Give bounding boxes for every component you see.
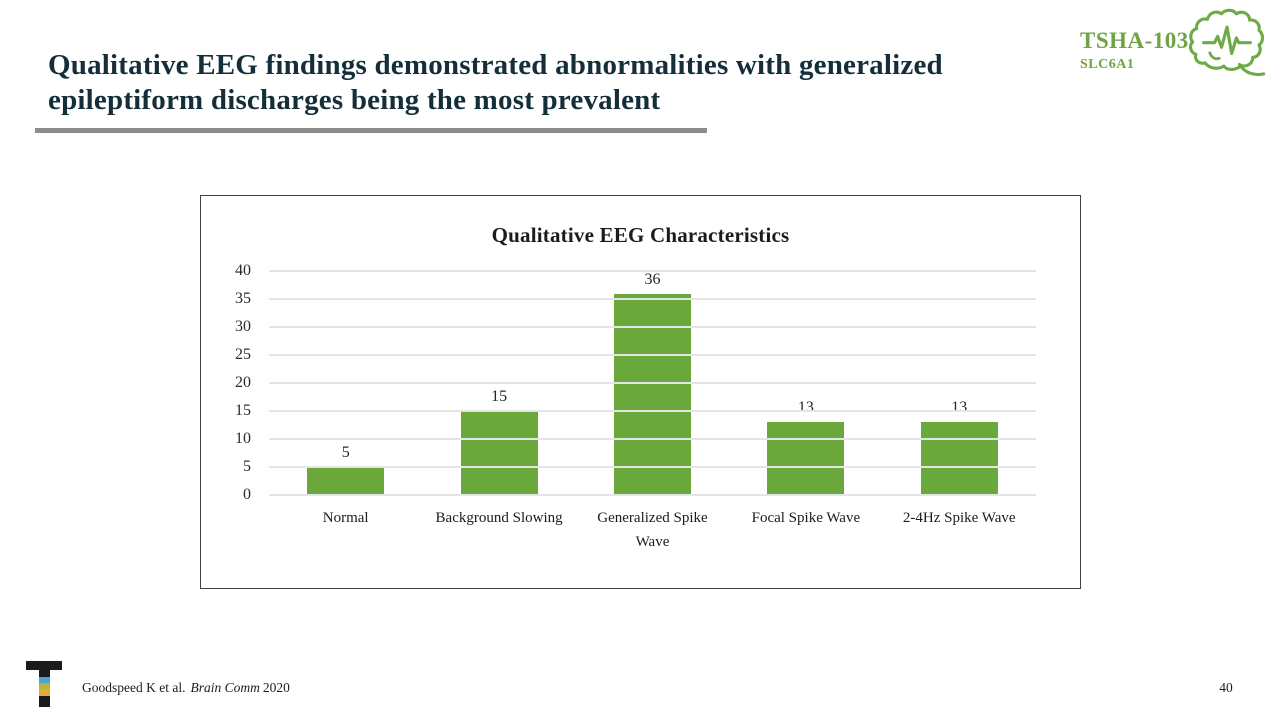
y-tick-label: 35: [235, 290, 251, 307]
bar-group: 13: [729, 271, 882, 495]
gridline: [269, 270, 1036, 272]
bar-value-label: 13: [951, 399, 968, 417]
brain-eeg-logo-icon: [1188, 8, 1266, 82]
y-tick-label: 40: [235, 262, 251, 279]
gridline: [269, 382, 1036, 384]
x-category-label: Normal: [322, 510, 369, 526]
citation-journal: Brain Comm: [190, 680, 260, 695]
y-tick-label: 5: [243, 458, 251, 475]
slide-title-line-1: Qualitative EEG findings demonstrated ab…: [48, 49, 943, 81]
program-code: TSHA-103: [1080, 28, 1189, 53]
x-category-label: Focal Spike Wave: [751, 510, 861, 526]
t-logo: [26, 661, 62, 710]
t-logo-stem: [38, 670, 50, 707]
x-category-label: Background Slowing: [435, 510, 563, 526]
title-underline-rule: [35, 128, 707, 133]
y-tick-label: 0: [243, 486, 251, 503]
bar: [613, 294, 691, 495]
gridline: [269, 410, 1036, 412]
gridline: [269, 466, 1036, 468]
gene-name: SLC6A1: [1080, 57, 1135, 72]
slide-title-line-2: epileptiform discharges being the most p…: [48, 84, 661, 116]
page-number: 40: [1219, 680, 1233, 695]
chart-title: Qualitative EEG Characteristics: [491, 223, 790, 247]
citation-authors: Goodspeed K et al.: [82, 680, 186, 695]
x-category-label: 2-4Hz Spike Wave: [902, 510, 1016, 526]
y-tick-label: 15: [235, 402, 251, 419]
gridline: [269, 354, 1036, 356]
bar-value-label: 36: [644, 271, 661, 288]
plot-area: 5 15 36 13 13 0 5 10 15 20 25 30 35 40: [235, 262, 1036, 503]
y-tick-label: 30: [235, 318, 251, 335]
chart-container: Qualitative EEG Characteristics 5 15 36 13 1…: [200, 195, 1081, 589]
bar-value-label: 5: [341, 444, 350, 461]
citation: Goodspeed K et al. Brain Comm 2020: [82, 680, 290, 696]
y-tick-label: 10: [235, 430, 251, 447]
citation-year: 2020: [262, 680, 290, 695]
bar-value-label: 13: [797, 399, 814, 417]
bar-group: 5: [269, 271, 422, 495]
x-category-label: Generalized Spike Wave: [597, 510, 708, 550]
bar: [920, 422, 998, 495]
bar-group: 15: [422, 271, 575, 495]
program-badge: TSHA-103 SLC6A1: [1080, 28, 1189, 73]
gridline: [269, 438, 1036, 440]
x-axis-labels: Normal Background Slowing Generalized Spik…: [269, 506, 1036, 554]
bar-value-label: 15: [491, 388, 508, 405]
t-logo-bar: [26, 661, 62, 670]
bar: [460, 411, 538, 495]
y-tick-label: 20: [235, 374, 251, 391]
gridline: [269, 494, 1036, 496]
y-tick-label: 25: [235, 346, 251, 363]
bar-group: 13: [883, 271, 1036, 495]
bar: [767, 422, 845, 495]
bar: [307, 467, 385, 495]
gridline: [269, 298, 1036, 300]
slide-title: Qualitative EEG findings demonstrated ab…: [48, 48, 1028, 118]
gridline: [269, 326, 1036, 328]
